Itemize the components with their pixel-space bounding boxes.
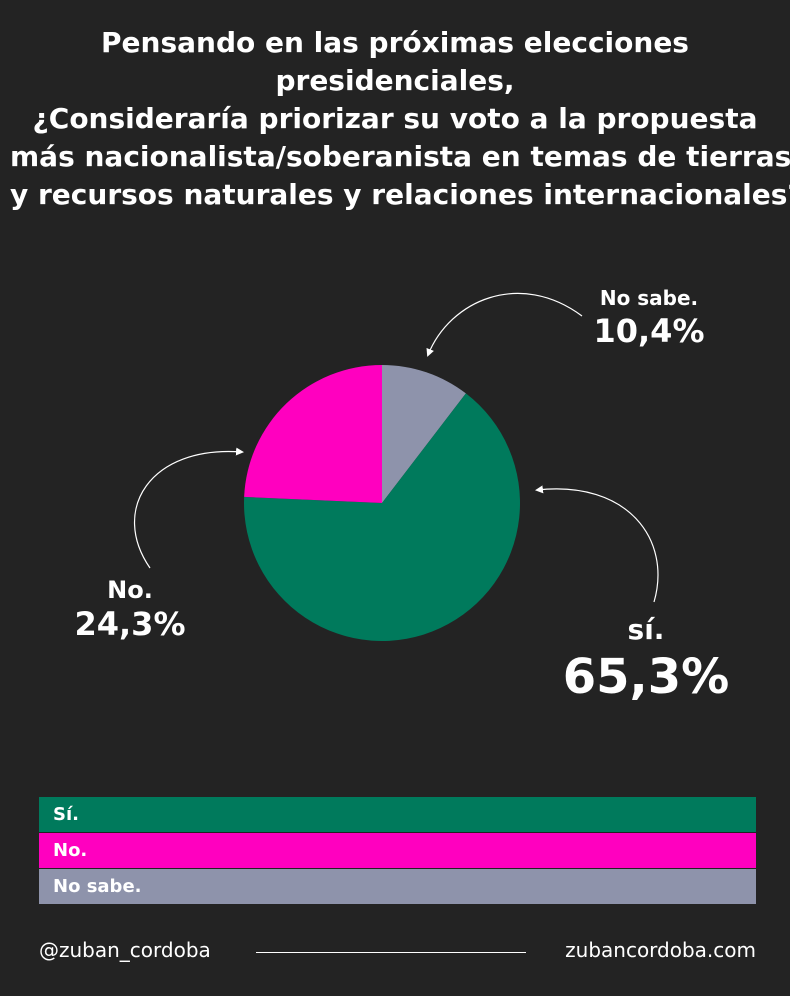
footer-divider [256,952,526,953]
label-si: sí. 65,3% [560,612,732,706]
pie-slice-no-sabe [382,365,466,503]
arrow-no-sabe [426,292,583,357]
label-no: No. 24,3% [70,576,190,644]
legend-item-si: Sí. [39,797,756,832]
label-si-category: sí. [627,613,665,646]
label-no-sabe: No sabe. 10,4% [584,285,714,351]
legend: Sí. No. No sabe. [39,797,756,905]
title-line-1: Pensando en las próximas elecciones [101,26,689,59]
arrow-no [133,447,244,569]
pie-slice-no [244,365,382,503]
website-link: zubancordoba.com [565,938,756,962]
label-si-value: 65,3% [562,649,730,705]
title-line-5: y recursos naturales y relaciones intern… [10,178,790,211]
title-line-4: más nacionalista/soberanista en temas de… [10,140,790,173]
footer: @zuban_cordoba zubancordoba.com [39,932,756,972]
label-no-value: 24,3% [74,605,186,643]
label-no-category: No. [107,576,153,604]
legend-item-no: No. [39,833,756,868]
label-no-sabe-category: No sabe. [599,286,699,310]
title-line-3: ¿Consideraría priorizar su voto a la pro… [32,102,758,135]
chart-title: Pensando en las próximas elecciones pres… [10,24,790,214]
social-handle: @zuban_cordoba [39,938,211,962]
title-line-2: presidenciales, [275,64,515,97]
pie-slice-sí [244,393,521,641]
legend-item-no-sabe: No sabe. [39,869,756,904]
label-no-sabe-value: 10,4% [593,312,705,350]
arrow-si [535,485,659,603]
